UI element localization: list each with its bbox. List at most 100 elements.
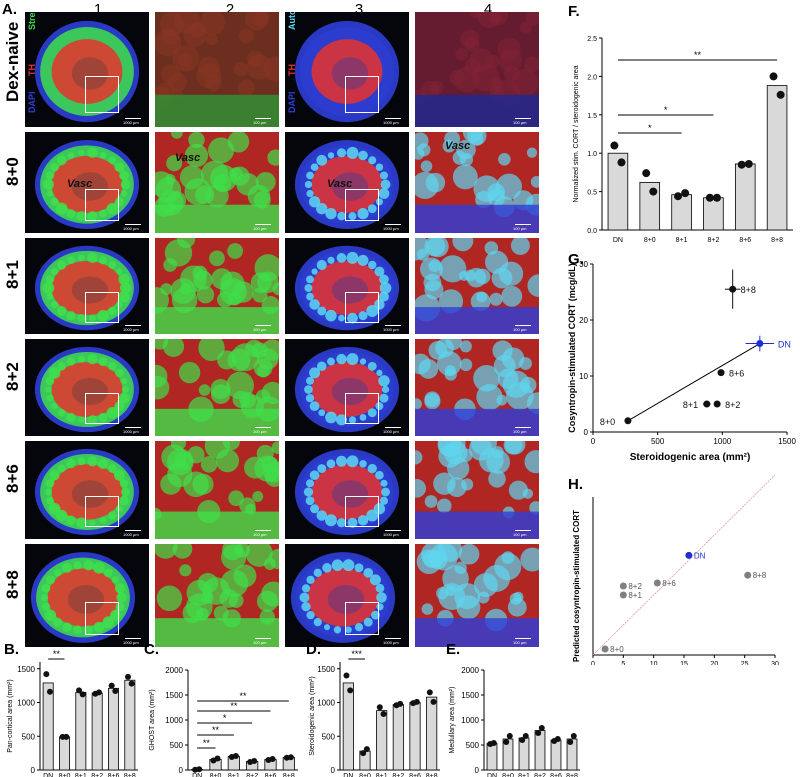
- scale-bar: [255, 224, 271, 225]
- inset-box: [344, 291, 379, 323]
- point-label: 8+0: [600, 417, 615, 427]
- point-8-8: [744, 571, 752, 579]
- data-point: [554, 736, 561, 742]
- point-label: 8+6: [729, 369, 744, 379]
- micrograph-r3-c1: 1000 µm: [25, 238, 149, 334]
- x-tick-label: 0: [591, 437, 596, 446]
- significance-label: **: [239, 691, 247, 701]
- scale-bar-label: 1000 µm: [383, 532, 399, 537]
- micrograph-r2-c3: 1000 µm Vasc: [285, 132, 409, 233]
- category-label: 8+2: [392, 773, 404, 777]
- y-tick-label: 10: [579, 372, 588, 381]
- category-label: 8+1: [676, 237, 688, 244]
- data-point: [63, 733, 70, 740]
- category-label: 8+2: [707, 237, 719, 244]
- data-point: [79, 691, 86, 698]
- scale-bar: [385, 224, 401, 225]
- y-tick-label: 1500: [165, 691, 183, 700]
- point-label: 8+1: [628, 591, 642, 600]
- micrograph-r5-c4: 100 µm: [415, 441, 539, 539]
- category-label: 8+8: [426, 773, 438, 777]
- data-point: [347, 687, 354, 694]
- scale-bar-label: 100 µm: [513, 429, 527, 434]
- y-tick-label: 500: [322, 732, 336, 741]
- y-tick-label: 0: [331, 766, 336, 775]
- y-tick-label: 1500: [17, 665, 35, 674]
- y-tick-label: 1000: [461, 716, 479, 725]
- significance-label: ***: [351, 649, 362, 659]
- x-tick-label: 15: [680, 661, 688, 665]
- category-label: 8+6: [550, 773, 562, 777]
- panel-letter-b: B.: [4, 641, 19, 658]
- scale-bar: [255, 638, 271, 639]
- column-header-4: 4: [483, 1, 493, 18]
- data-point: [535, 730, 542, 736]
- y-tick-label: 2000: [165, 666, 183, 675]
- scale-bar: [385, 530, 401, 531]
- point-dn: [685, 551, 693, 559]
- scale-bar-label: 100 µm: [253, 532, 267, 537]
- data-point: [519, 737, 526, 743]
- micrograph-r1-c3: 1000 µm AutoFl TH DAPI: [285, 12, 409, 127]
- vasc-label: Vasc: [445, 140, 471, 152]
- micrograph-r6-c3: 1000 µm: [285, 544, 409, 647]
- data-point: [95, 689, 102, 696]
- data-point: [503, 739, 510, 745]
- data-point: [397, 700, 404, 707]
- data-point: [413, 698, 420, 705]
- scale-bar-label: 100 µm: [253, 429, 267, 434]
- row-header-dex-naive: Dex-naive: [3, 21, 22, 102]
- data-point: [108, 682, 115, 689]
- data-point: [538, 725, 545, 731]
- category-label: 8+1: [228, 773, 240, 777]
- y-tick-label: 0: [584, 428, 589, 437]
- bar-8-2: [392, 704, 404, 771]
- data-point: [232, 753, 239, 759]
- point-label: 8+1: [683, 400, 698, 410]
- category-label: DN: [192, 773, 202, 777]
- bar-8-1: [376, 710, 388, 771]
- micrograph-r3-c2: 100 µm: [155, 238, 279, 334]
- micrograph-r5-c3: 1000 µm: [285, 441, 409, 539]
- y-tick-label: 1500: [317, 665, 335, 674]
- scale-bar-label: 1000 µm: [123, 429, 139, 434]
- x-tick-label: 30: [771, 661, 779, 665]
- bar-8-8: [426, 696, 438, 771]
- bar-8-8: [566, 738, 578, 771]
- inset-box: [84, 601, 119, 635]
- micrograph-r2-c1: 1000 µm Vasc: [25, 132, 149, 233]
- category-label: 8+0: [359, 773, 371, 777]
- data-point: [712, 193, 721, 202]
- data-point: [269, 756, 276, 762]
- micrograph-r3-c4: 100 µm: [415, 238, 539, 334]
- x-tick-label: 20: [710, 661, 718, 665]
- vasc-label: Vasc: [327, 178, 353, 190]
- y-tick-label: 1500: [461, 691, 479, 700]
- micrograph-r5-c1: 1000 µm: [25, 441, 149, 539]
- y-tick-label: 1000: [165, 716, 183, 725]
- significance-label: **: [203, 738, 211, 748]
- category-label: 8+2: [91, 773, 103, 777]
- point-8-1: [619, 591, 627, 599]
- data-point: [426, 689, 433, 696]
- category-label: 8+0: [210, 773, 222, 777]
- y-axis-label: Normalized stim. CORT / steroidogenic ar…: [573, 65, 580, 202]
- point-dn: [756, 340, 764, 348]
- y-tick-label: 1.5: [587, 113, 597, 120]
- bar-8-1: [518, 737, 530, 771]
- data-point: [570, 733, 577, 739]
- scale-bar-label: 100 µm: [253, 640, 267, 645]
- data-point: [343, 672, 350, 679]
- scale-bar: [515, 530, 531, 531]
- scale-bar: [255, 325, 271, 326]
- scale-bar-label: 100 µm: [253, 327, 267, 332]
- row-header-8-2: 8+2: [3, 362, 22, 391]
- data-point: [128, 680, 135, 687]
- scale-bar: [515, 224, 531, 225]
- bar-8-1: [671, 194, 692, 231]
- point-label: DN: [778, 340, 791, 350]
- inset-box: [344, 495, 379, 528]
- scale-bar: [385, 118, 401, 119]
- x-tick-label: 5: [621, 661, 625, 665]
- panel-letter-d: D.: [306, 641, 321, 658]
